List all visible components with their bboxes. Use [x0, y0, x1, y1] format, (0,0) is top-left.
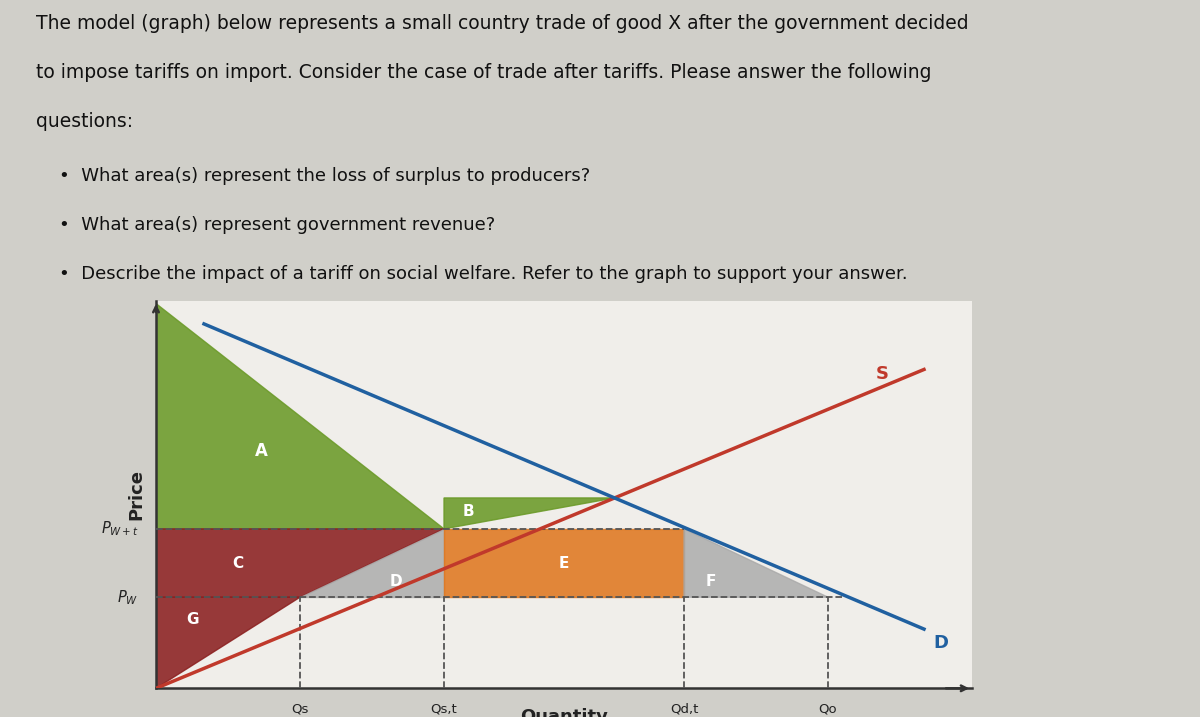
- Text: Qo: Qo: [818, 703, 838, 716]
- Text: S: S: [876, 364, 889, 383]
- Polygon shape: [444, 529, 684, 597]
- Text: •  What area(s) represent the loss of surplus to producers?: • What area(s) represent the loss of sur…: [59, 167, 590, 185]
- Polygon shape: [156, 303, 444, 529]
- Polygon shape: [156, 529, 444, 597]
- Polygon shape: [300, 529, 444, 597]
- Text: to impose tariffs on import. Consider the case of trade after tariffs. Please an: to impose tariffs on import. Consider th…: [36, 63, 931, 82]
- Text: Qd,t: Qd,t: [670, 703, 698, 716]
- Y-axis label: Price: Price: [127, 469, 145, 521]
- Text: E: E: [559, 556, 569, 571]
- X-axis label: Quantity: Quantity: [520, 708, 608, 717]
- Polygon shape: [684, 529, 828, 597]
- Text: Qs: Qs: [292, 703, 308, 716]
- Text: $P_{W+t}$: $P_{W+t}$: [101, 520, 139, 538]
- Text: questions:: questions:: [36, 113, 133, 131]
- Text: C: C: [232, 556, 244, 571]
- Text: D: D: [934, 634, 949, 652]
- Text: $P_W$: $P_W$: [118, 588, 139, 607]
- Text: •  Describe the impact of a tariff on social welfare. Refer to the graph to supp: • Describe the impact of a tariff on soc…: [59, 265, 907, 283]
- Text: The model (graph) below represents a small country trade of good X after the gov: The model (graph) below represents a sma…: [36, 14, 968, 33]
- Text: Qs,t: Qs,t: [431, 703, 457, 716]
- Text: A: A: [256, 442, 268, 460]
- Text: G: G: [186, 612, 199, 627]
- Text: F: F: [706, 574, 716, 589]
- Text: B: B: [462, 503, 474, 518]
- Polygon shape: [444, 498, 614, 529]
- Polygon shape: [156, 597, 300, 688]
- Text: D: D: [390, 574, 402, 589]
- Text: •  What area(s) represent government revenue?: • What area(s) represent government reve…: [59, 216, 494, 234]
